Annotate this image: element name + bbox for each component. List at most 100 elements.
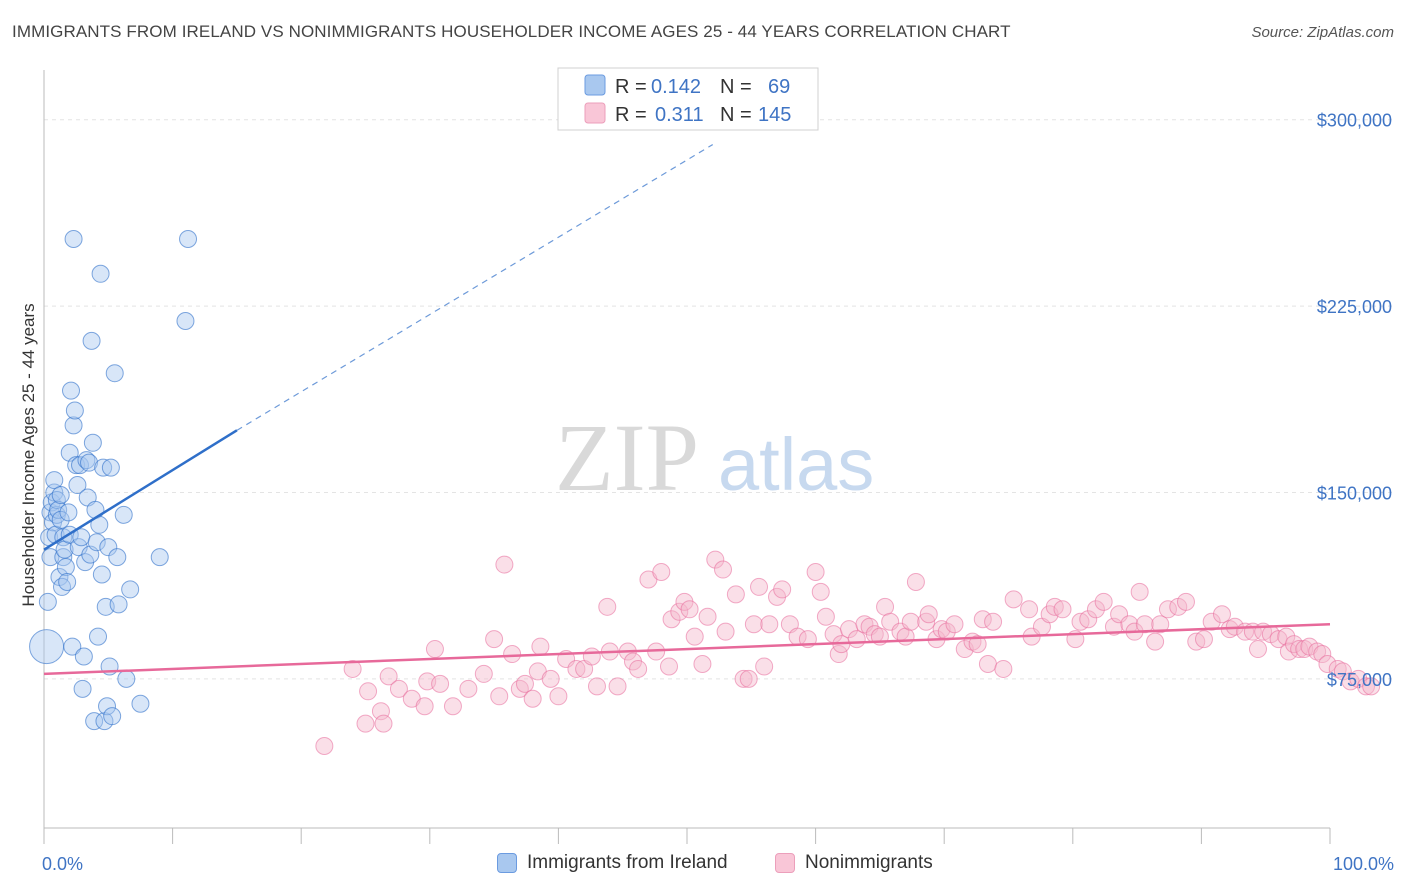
bottom-legend-label-ireland: Immigrants from Ireland xyxy=(527,852,728,873)
nonimmigrants-point xyxy=(567,659,586,678)
nonimmigrants-points xyxy=(315,550,1381,755)
ireland-point xyxy=(58,572,77,591)
legend-swatch-pink xyxy=(584,102,606,124)
ireland-point xyxy=(45,471,64,490)
nonimmigrants-point xyxy=(629,659,648,678)
nonimmigrants-point xyxy=(984,612,1003,631)
nonimmigrants-point xyxy=(755,657,774,676)
nonimmigrants-point xyxy=(978,654,997,673)
legend-n-label-blue: N = xyxy=(720,76,752,98)
ireland-point xyxy=(80,453,99,472)
nonimmigrants-point xyxy=(1328,659,1347,678)
nonimmigrants-point xyxy=(659,657,678,676)
nonimmigrants-point xyxy=(973,610,992,629)
bottom-legend-ireland: Immigrants from Ireland xyxy=(497,852,728,874)
ireland-point xyxy=(82,331,101,350)
nonimmigrants-point xyxy=(485,630,504,649)
nonimmigrants-point xyxy=(1333,662,1352,681)
ireland-point xyxy=(51,485,70,504)
ireland-trend-extension xyxy=(236,144,714,431)
ireland-point xyxy=(87,533,106,552)
bottom-legend-nonimmigrants: Nonimmigrants xyxy=(775,852,933,874)
nonimmigrants-point xyxy=(1277,627,1296,646)
nonimmigrants-point xyxy=(750,577,769,596)
nonimmigrants-point xyxy=(1313,645,1332,664)
ireland-point xyxy=(68,476,87,495)
nonimmigrants-point xyxy=(549,687,568,706)
axes xyxy=(43,70,1331,844)
nonimmigrants-point xyxy=(425,640,444,659)
nonimmigrants-point xyxy=(685,627,704,646)
nonimmigrants-point xyxy=(1053,600,1072,619)
ireland-trend-line xyxy=(43,429,238,551)
nonimmigrants-point xyxy=(1202,612,1221,631)
ireland-point xyxy=(77,451,96,470)
nonimmigrants-point xyxy=(490,687,509,706)
y-axis-title: Householder Income Ages 25 - 44 years xyxy=(19,303,38,606)
trend-lines xyxy=(43,144,1331,676)
nonimmigrants-point xyxy=(726,585,745,604)
nonimmigrants-point xyxy=(1086,600,1105,619)
legend-r-value-blue: 0.142 xyxy=(651,76,701,98)
nonimmigrants-point xyxy=(1094,592,1113,611)
chart-source: Source: ZipAtlas.com xyxy=(1251,24,1394,41)
nonimmigrants-point xyxy=(968,635,987,654)
nonimmigrants-point xyxy=(415,697,434,716)
ireland-point xyxy=(131,694,150,713)
nonimmigrants-point xyxy=(917,612,936,631)
nonimmigrants-point xyxy=(1357,677,1376,696)
ireland-point xyxy=(62,381,81,400)
stats-legend: R = 0.142 N = 69 R = 0.311 N = 145 xyxy=(557,67,819,131)
nonimmigrants-point xyxy=(374,714,393,733)
watermark-zip: ZIP xyxy=(555,404,699,511)
y-tick-label-0: $75,000 xyxy=(1327,670,1392,690)
nonimmigrants-point xyxy=(315,736,334,755)
ireland-point xyxy=(63,637,82,656)
ireland-point xyxy=(51,510,70,529)
chart-title: IMMIGRANTS FROM IRELAND VS NONIMMIGRANTS… xyxy=(12,22,1011,41)
nonimmigrants-point xyxy=(1079,610,1098,629)
nonimmigrants-point xyxy=(1194,630,1213,649)
ireland-point xyxy=(65,401,84,420)
nonimmigrants-point xyxy=(1362,677,1381,696)
nonimmigrants-point xyxy=(1248,640,1267,659)
nonimmigrants-point xyxy=(359,682,378,701)
nonimmigrants-point xyxy=(716,622,735,641)
nonimmigrants-point xyxy=(1176,592,1195,611)
nonimmigrants-point xyxy=(598,597,617,616)
nonimmigrants-point xyxy=(816,607,835,626)
nonimmigrants-point xyxy=(1020,600,1039,619)
nonimmigrants-point xyxy=(510,679,529,698)
nonimmigrants-point xyxy=(1004,590,1023,609)
nonimmigrants-point xyxy=(495,555,514,574)
ireland-point xyxy=(41,548,60,567)
nonimmigrants-point xyxy=(706,550,725,569)
nonimmigrants-point xyxy=(343,659,362,678)
legend-swatch-blue xyxy=(584,74,606,96)
nonimmigrants-point xyxy=(474,664,493,683)
ireland-point xyxy=(83,433,102,452)
nonimmigrants-point xyxy=(582,647,601,666)
nonimmigrants-point xyxy=(1151,615,1170,634)
ireland-point xyxy=(53,577,72,596)
x-tick-label-0: 0.0% xyxy=(42,854,83,874)
nonimmigrants-point xyxy=(587,677,606,696)
nonimmigrants-point xyxy=(901,612,920,631)
nonimmigrants-point xyxy=(459,679,478,698)
nonimmigrants-point xyxy=(1308,642,1327,661)
nonimmigrants-point xyxy=(680,600,699,619)
ireland-point xyxy=(74,647,93,666)
nonimmigrants-point xyxy=(773,580,792,599)
tick-labels: $75,000 $150,000 $225,000 $300,000 0.0% 100.0… xyxy=(42,111,1394,874)
nonimmigrants-point xyxy=(379,667,398,686)
ireland-point xyxy=(98,697,117,716)
nonimmigrants-trend-line xyxy=(43,622,1331,676)
legend-r-value-pink: 0.311 xyxy=(655,104,704,126)
nonimmigrants-point xyxy=(1290,640,1309,659)
y-tick-label-3: $300,000 xyxy=(1317,111,1392,131)
nonimmigrants-point xyxy=(608,677,627,696)
nonimmigrants-point xyxy=(662,610,681,629)
nonimmigrants-point xyxy=(541,669,560,688)
ireland-point xyxy=(150,548,169,567)
nonimmigrants-point xyxy=(443,697,462,716)
